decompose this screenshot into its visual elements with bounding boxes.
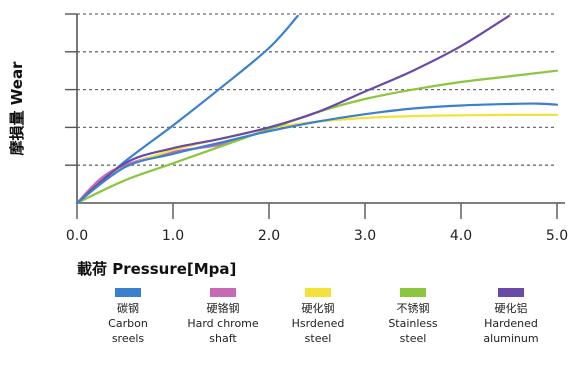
- x-axis-label: 載荷 Pressure[Mpa]: [77, 260, 236, 278]
- legend-label-en: Hsrdened steel: [291, 317, 345, 345]
- wear-chart: 0.0 1.0 2.0 3.0 4.0 5.0 摩損量 Wear 載荷 Pressure[…: [8, 13, 568, 278]
- y-axis-label: 摩損量 Wear: [8, 61, 26, 156]
- x-tick-label: 1.0: [162, 228, 184, 244]
- x-tick-label: 3.0: [354, 228, 376, 244]
- legend-label-zh: 不锈钢: [396, 302, 430, 315]
- legend-label-zh: 硬化钢: [301, 302, 335, 315]
- series-line-5: [75, 102, 559, 205]
- legend-swatch: [498, 288, 524, 297]
- legend-swatch: [400, 288, 426, 297]
- legend-item: 硬化钢 Hsrdened steel: [273, 288, 363, 346]
- legend-label-en: Stainless steel: [388, 317, 438, 345]
- x-tick-label: 2.0: [258, 228, 280, 244]
- axes: [76, 14, 565, 204]
- grid-lines: [65, 13, 557, 166]
- x-tick-label: 4.0: [450, 228, 472, 244]
- legend-label-zh: 硬铬钢: [206, 302, 240, 315]
- legend-item: 硬化铝 Hardened aluminum: [466, 288, 556, 346]
- legend-label-en: Hard chrome shaft: [187, 317, 259, 345]
- legend-item: 不锈钢 Stainless steel: [368, 288, 458, 346]
- legend-swatch: [305, 288, 331, 297]
- legend-label-en: Carbon sreels: [108, 317, 148, 345]
- legend-item: 碳钢 Carbon sreels: [83, 288, 173, 346]
- legend-item: 硬铬钢 Hard chrome shaft: [178, 288, 268, 346]
- x-tick-label: 5.0: [546, 228, 568, 244]
- legend-label-en: Hardened aluminum: [483, 317, 539, 345]
- x-tick-labels: 0.0 1.0 2.0 3.0 4.0 5.0: [66, 203, 568, 244]
- x-tick-label: 0.0: [66, 228, 88, 244]
- legend-label-zh: 硬化铝: [494, 302, 528, 315]
- series-line-3: [75, 69, 559, 205]
- series-lines: [75, 14, 559, 205]
- legend-swatch: [210, 288, 236, 297]
- legend-swatch: [115, 288, 141, 297]
- legend-label-zh: 碳钢: [117, 302, 139, 315]
- series-line-4: [75, 14, 511, 205]
- legend: 碳钢 Carbon sreels 硬铬钢 Hard chrome shaft 硬化钢 Hsrd…: [0, 288, 570, 367]
